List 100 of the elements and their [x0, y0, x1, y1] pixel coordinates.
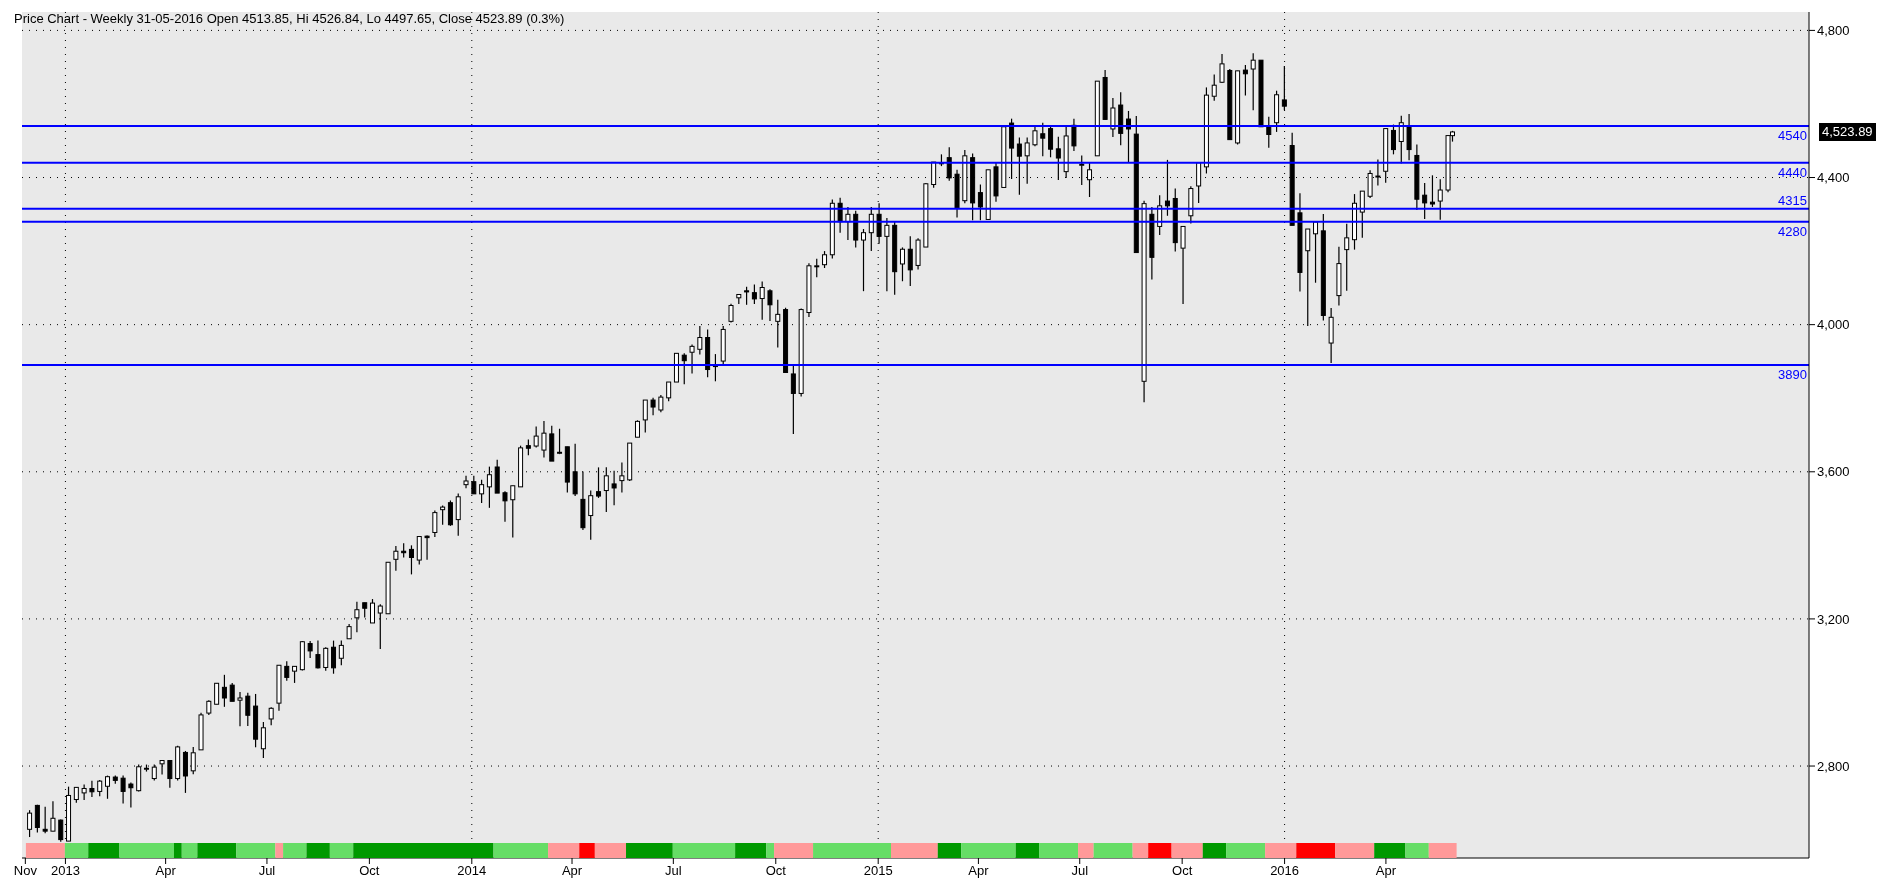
candlestick: [689, 343, 695, 375]
candlestick: [120, 775, 126, 805]
candlestick: [1032, 124, 1038, 147]
candlestick: [533, 425, 539, 449]
candlestick: [642, 399, 648, 434]
candlestick: [899, 246, 905, 282]
candlestick: [751, 283, 757, 305]
candlestick: [1422, 182, 1428, 220]
x-tick-label: Apr: [968, 863, 990, 879]
candlestick: [81, 783, 87, 801]
candlestick: [245, 692, 251, 727]
candlestick: [34, 804, 40, 834]
y-tick-label: 2,800: [1817, 758, 1850, 774]
candlestick: [331, 640, 337, 675]
candlestick: [1040, 122, 1046, 157]
candlestick: [977, 183, 983, 221]
x-tick-label: Oct: [1172, 863, 1193, 879]
candlestick: [315, 640, 321, 670]
y-tick-label: 4,800: [1817, 23, 1850, 39]
candlestick: [58, 818, 64, 843]
x-tick-label: Nov: [13, 863, 38, 879]
candlestick: [463, 475, 469, 489]
candlestick: [907, 235, 913, 287]
x-tick-label: Jul: [665, 863, 682, 879]
candlestick: [681, 352, 687, 385]
y-tick-label: 3,200: [1817, 611, 1850, 627]
candlestick: [323, 646, 329, 672]
candlestick: [572, 443, 578, 497]
chart-title: Price Chart - Weekly 31-05-2016 Open 4513.85, Hi 4526.84, Lo 4497.65, Close 4523.89 (0.3%): [14, 11, 565, 26]
x-tick-label: Jul: [258, 863, 276, 879]
candlestick: [424, 534, 430, 561]
candlestick: [455, 492, 461, 537]
candlestick: [697, 325, 703, 356]
candlestick: [479, 479, 485, 504]
candlestick: [1055, 136, 1061, 181]
candlestick: [861, 228, 867, 292]
x-tick-label: 2014: [457, 863, 487, 879]
candlestick: [510, 485, 516, 539]
candlestick: [338, 640, 344, 666]
candlestick: [728, 303, 734, 324]
candlestick: [611, 470, 617, 506]
candlestick: [447, 499, 453, 527]
candlestick: [557, 428, 563, 455]
candlestick: [416, 535, 422, 566]
candlestick: [931, 161, 937, 189]
candlestick: [408, 544, 414, 576]
candlestick: [1164, 159, 1170, 217]
candlestick: [221, 674, 227, 708]
ref-line-label: 3890: [1778, 367, 1807, 383]
candlestick: [1024, 136, 1030, 185]
candlestick: [128, 782, 134, 809]
ref-line-label: 4280: [1778, 223, 1807, 239]
candlestick: [1266, 116, 1272, 149]
candlestick: [588, 489, 594, 541]
candlestick: [1048, 126, 1054, 158]
candlestick: [237, 691, 243, 727]
candlestick: [50, 800, 56, 832]
y-tick-label: 4,400: [1817, 170, 1850, 186]
candlestick: [182, 750, 188, 794]
candlestick: [432, 509, 438, 538]
candlestick: [603, 466, 609, 513]
candlestick: [89, 780, 95, 798]
x-tick-label: Oct: [359, 863, 380, 879]
candlestick: [1437, 178, 1443, 221]
candlestick: [845, 206, 851, 241]
candlestick: [884, 217, 890, 292]
candlestick: [1219, 53, 1225, 84]
x-tick-label: Oct: [765, 863, 787, 879]
candlestick: [229, 682, 235, 702]
ref-line-label: 4440: [1778, 164, 1807, 180]
candlestick: [541, 420, 547, 459]
candlestick: [1398, 115, 1404, 165]
candlestick: [790, 364, 796, 435]
x-tick-label: 2016: [1270, 863, 1300, 879]
x-tick-label: Apr: [561, 863, 583, 879]
candlestick: [1250, 52, 1256, 111]
candlestick: [759, 281, 765, 321]
candlestick: [1359, 190, 1365, 239]
ref-line-label: 4540: [1778, 128, 1807, 144]
candlestick: [369, 598, 375, 624]
x-tick-label: 2013: [50, 863, 80, 879]
candlestick: [1242, 64, 1248, 97]
ref-line-label: 4315: [1778, 192, 1807, 208]
candlestick: [1125, 110, 1131, 164]
text: 4,523.89: [1819, 122, 1876, 141]
candlestick: [1211, 73, 1217, 102]
y-tick-label: 3,600: [1817, 464, 1850, 480]
candlestick: [502, 490, 508, 523]
candlestick: [1196, 162, 1202, 204]
candlestick: [42, 806, 48, 834]
candlestick: [1180, 225, 1186, 305]
candlestick: [1344, 223, 1350, 292]
candlestick: [1016, 136, 1022, 196]
x-tick-label: Jul: [1071, 863, 1089, 879]
candlestick: [268, 706, 274, 726]
candlestick: [744, 286, 750, 306]
candlestick: [284, 660, 290, 682]
candlestick: [1071, 118, 1077, 152]
candlestick: [1406, 113, 1412, 161]
candlestick: [1110, 97, 1116, 138]
